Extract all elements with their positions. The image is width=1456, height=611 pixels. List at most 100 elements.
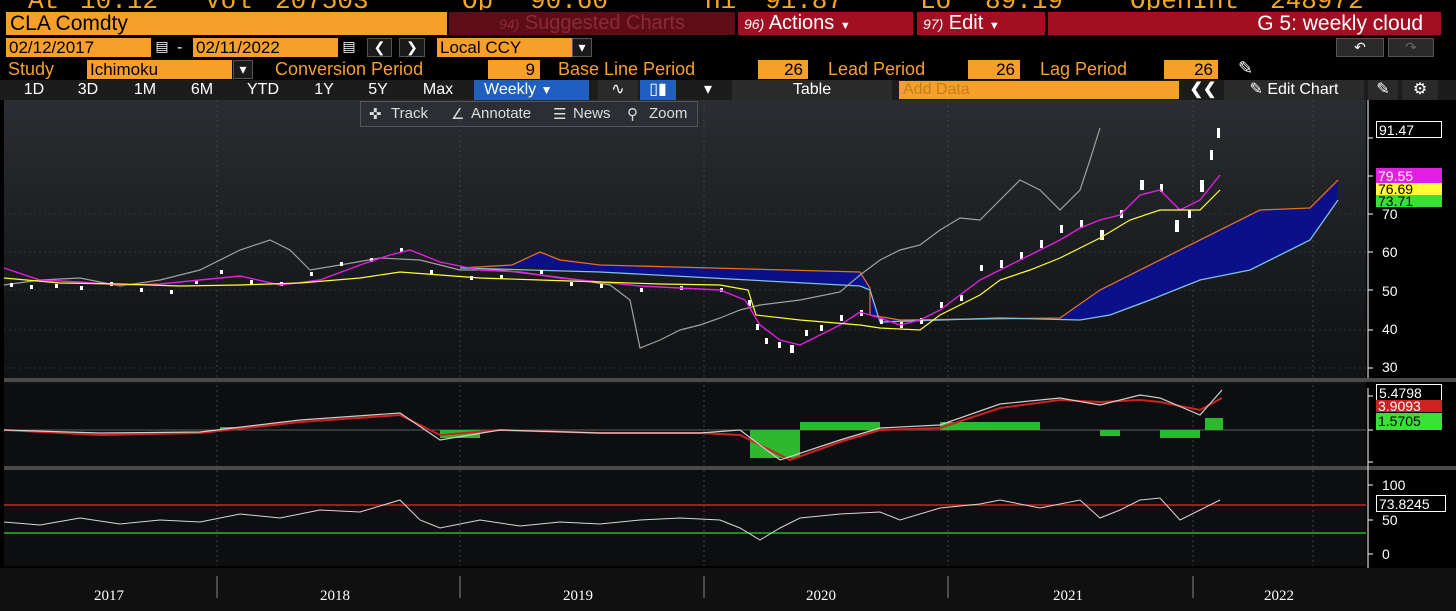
op-value: 90.60	[530, 0, 608, 10]
x-year-2021: 2021	[1053, 588, 1083, 604]
chevron-down-icon: ▼	[988, 20, 1000, 32]
op-label: Op	[462, 0, 493, 10]
last-price-tag: 91.47	[1376, 121, 1442, 138]
suggested-charts-number: 94)	[499, 16, 520, 32]
rsi-panel	[3, 484, 1373, 555]
x-year-2019: 2019	[563, 588, 593, 604]
timeframe-1y[interactable]: 1Y	[314, 81, 334, 98]
y-tick-60: 60	[1382, 244, 1398, 260]
panel-divider[interactable]	[4, 378, 1456, 382]
annotate-button[interactable]: Annotate	[471, 105, 532, 122]
x-year-2017: 2017	[94, 588, 124, 604]
leading-span-tag: 73.71	[1376, 194, 1442, 208]
timeframe-6m[interactable]: 6M	[190, 81, 214, 98]
frequency-select[interactable]: Weekly ▼	[474, 80, 589, 100]
rsi-tick-50: 50	[1382, 512, 1398, 528]
undo-icon[interactable]: ↶	[1336, 38, 1384, 57]
pen-icon[interactable]: ✎	[1238, 58, 1254, 78]
conversion-period-label: Conversion Period	[275, 59, 424, 79]
security-field[interactable]: CLA Comdty	[6, 12, 447, 35]
currency-select[interactable]: Local CCY	[437, 38, 572, 57]
chart-svg[interactable]	[0, 100, 1456, 568]
y-tick-40: 40	[1382, 321, 1398, 337]
at-value: 10:12	[80, 0, 158, 10]
y-tick-70: 70	[1382, 206, 1398, 222]
panel-divider[interactable]	[4, 466, 1456, 470]
news-button[interactable]: News	[573, 105, 611, 122]
rsi-tick-0: 0	[1382, 546, 1390, 562]
base-line-period-field[interactable]: 26	[758, 60, 808, 79]
edit-chart-button[interactable]: ✎ Edit Chart	[1224, 80, 1364, 100]
horizontal-gridlines	[4, 175, 1366, 369]
timeframe-5y[interactable]: 5Y	[368, 81, 388, 98]
zoom-icon: ⚲	[627, 106, 638, 123]
lo-value: 89.19	[985, 0, 1063, 10]
conversion-tag: 79.55	[1376, 168, 1442, 185]
lagging-span	[3, 127, 1101, 349]
actions-label: Actions	[768, 12, 835, 34]
ichimoku-cloud	[459, 179, 1339, 323]
lag-period-field[interactable]: 26	[1164, 60, 1218, 79]
chevron-down-icon[interactable]: ▾	[233, 60, 253, 79]
redo-icon[interactable]: ↷	[1388, 38, 1434, 57]
timeframe-max[interactable]: Max	[422, 81, 454, 98]
timeframe-3d[interactable]: 3D	[77, 81, 99, 98]
zoom-button[interactable]: Zoom	[649, 105, 688, 122]
actions-button[interactable]: 96) Actions ▼	[738, 12, 913, 35]
x-year-2018: 2018	[320, 588, 350, 604]
x-year-2020: 2020	[806, 588, 836, 604]
timeframe-1m[interactable]: 1M	[133, 81, 157, 98]
edit-chart-label: Edit Chart	[1267, 81, 1339, 98]
timeframe-1d[interactable]: 1D	[23, 81, 45, 98]
news-icon: ☰	[553, 106, 567, 123]
conversion-period-field[interactable]: 9	[488, 60, 540, 79]
openint-label: OpenInt	[1130, 0, 1239, 10]
y-tick-50: 50	[1382, 283, 1398, 299]
add-data-input[interactable]: Add Data	[899, 81, 1179, 99]
annotate-icon: ∠	[451, 106, 465, 123]
chevron-down-icon: ▼	[540, 83, 553, 97]
crosshair-icon: ✜	[369, 106, 382, 123]
calendar-icon[interactable]: ▤	[152, 38, 172, 57]
page-title: G 5: weekly cloud	[1048, 12, 1441, 35]
signal-tag: 3.9093	[1376, 399, 1442, 413]
suggested-charts-label: Suggested Charts	[524, 12, 685, 34]
edit-button[interactable]: 97) Edit ▼	[917, 12, 1045, 35]
chart-settings-icon[interactable]: ✎	[1368, 80, 1398, 100]
prev-period-button[interactable]: ❮	[367, 38, 392, 57]
vol-label: Vol	[205, 0, 252, 10]
candlestick-icon[interactable]: ▯▮	[640, 80, 676, 100]
gear-icon[interactable]: ⚙	[1402, 80, 1438, 100]
line-chart-icon[interactable]: ∿	[598, 80, 638, 100]
suggested-charts-button[interactable]: 94) Suggested Charts	[449, 12, 735, 35]
histogram-tag: 1.5705	[1376, 413, 1442, 430]
calendar-icon[interactable]: ▤	[339, 38, 359, 57]
lag-period-label: Lag Period	[1040, 59, 1128, 79]
ticker-strip: At 10:12 Vol 207503 Op 90.60 Hi 91.87 Lo…	[0, 0, 1456, 10]
end-date-field[interactable]: 02/11/2022	[193, 38, 338, 57]
chevron-down-icon[interactable]: ▾	[703, 81, 713, 98]
track-button[interactable]: Track	[391, 105, 428, 122]
base-line-tag: 76.69	[1376, 182, 1442, 196]
study-label: Study	[8, 59, 55, 79]
rsi-tag: 73.8245	[1376, 495, 1446, 512]
collapse-icon[interactable]: ❮❮	[1189, 81, 1217, 98]
x-axis-bar	[0, 568, 1456, 611]
study-select[interactable]: Ichimoku	[87, 60, 232, 79]
timeframe-ytd[interactable]: YTD	[247, 81, 279, 98]
at-label: At	[28, 0, 59, 10]
date-separator: -	[177, 39, 183, 56]
lead-period-field[interactable]: 26	[968, 60, 1020, 79]
chevron-down-icon[interactable]: ▾	[572, 38, 592, 57]
hi-value: 91.87	[765, 0, 843, 10]
next-period-button[interactable]: ❯	[399, 38, 425, 57]
vertical-gridlines	[216, 100, 1314, 566]
openint-value: 248972	[1270, 0, 1364, 10]
frequency-label: Weekly	[484, 81, 537, 98]
rsi-tick-100: 100	[1382, 477, 1406, 493]
timeframe-bar: 1D 3D 1M 6M YTD 1Y 5Y Max Weekly ▼ ∿ ▯▮ …	[0, 80, 1456, 100]
table-button[interactable]: Table	[732, 80, 892, 100]
y-tick-30: 30	[1382, 359, 1398, 375]
lead-period-label: Lead Period	[828, 59, 926, 79]
start-date-field[interactable]: 02/12/2017	[6, 38, 151, 57]
